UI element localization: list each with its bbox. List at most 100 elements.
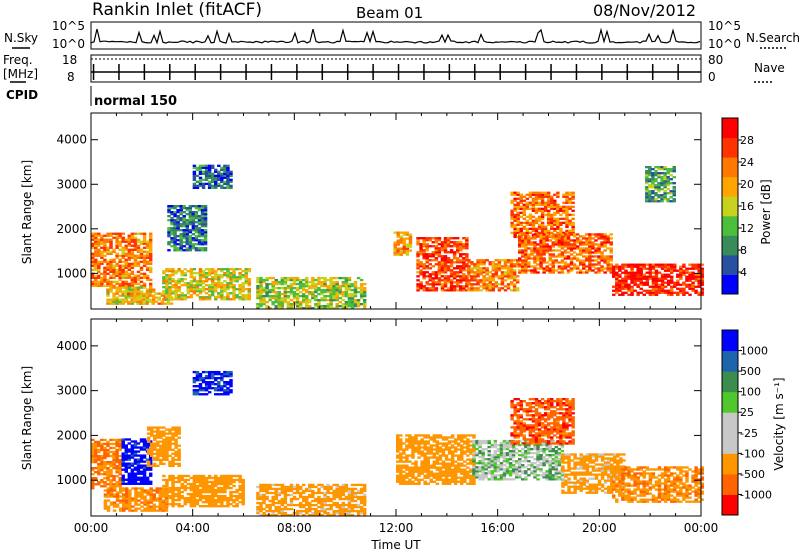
data-cell [452, 261, 457, 264]
data-cell [97, 248, 101, 251]
data-cell [106, 462, 110, 466]
data-cell [645, 166, 649, 169]
data-cell [459, 289, 463, 292]
data-cell [301, 300, 306, 304]
data-cell [115, 444, 119, 448]
data-cell [200, 219, 205, 222]
data-cell [162, 448, 166, 451]
data-cell [156, 430, 160, 433]
data-cell [115, 236, 119, 239]
data-cell [97, 466, 101, 470]
data-cell [142, 256, 147, 259]
data-cell [513, 215, 517, 218]
data-cell [91, 460, 95, 464]
data-cell [452, 289, 457, 292]
data-cell [210, 480, 215, 484]
data-cell [265, 300, 269, 304]
data-cell [283, 292, 288, 296]
data-cell [700, 273, 704, 276]
data-cell [139, 476, 144, 479]
data-cell [556, 225, 560, 228]
data-cell [238, 292, 242, 295]
data-cell [557, 241, 562, 244]
data-cell [142, 444, 147, 447]
data-cell [185, 227, 189, 230]
data-cell [513, 235, 517, 239]
data-cell [572, 265, 577, 268]
data-cell [220, 296, 224, 299]
data-cell [660, 277, 665, 280]
data-cell [136, 454, 141, 457]
data-cell [94, 278, 98, 282]
data-cell [198, 176, 203, 179]
data-cell [171, 482, 175, 486]
data-cell [109, 481, 113, 484]
data-cell [189, 501, 194, 504]
data-cell [204, 370, 209, 374]
data-cell [194, 243, 199, 246]
data-cell [118, 248, 122, 251]
data-cell [241, 488, 245, 492]
data-cell [428, 237, 432, 240]
data-cell [256, 278, 260, 282]
data-cell [115, 440, 119, 444]
data-cell [121, 254, 125, 257]
data-cell [568, 193, 572, 196]
data-cell [118, 268, 122, 271]
data-cell [443, 261, 448, 264]
data-cell [198, 272, 203, 275]
data-cell [94, 460, 98, 464]
data-cell [459, 265, 463, 268]
data-cell [139, 438, 144, 441]
data-cell [527, 253, 531, 256]
data-cell [543, 229, 548, 233]
data-cell [127, 480, 132, 483]
data-cell [669, 182, 673, 185]
data-cell [162, 432, 166, 435]
data-cell [148, 236, 153, 239]
data-cell [515, 275, 520, 278]
data-cell [223, 482, 227, 486]
data-cell [256, 495, 260, 499]
data-cell [550, 219, 554, 222]
data-cell [232, 268, 236, 271]
data-cell [588, 237, 592, 240]
data-cell [335, 282, 339, 286]
data-cell [118, 278, 122, 282]
data-cell [176, 243, 180, 246]
data-cell [214, 176, 218, 179]
data-cell [174, 476, 178, 480]
data-cell [568, 197, 572, 200]
data-cell [636, 277, 640, 280]
data-cell [103, 452, 107, 456]
data-cell [527, 243, 531, 246]
data-cell [459, 271, 463, 274]
data-cell [192, 494, 197, 498]
data-cell [694, 275, 698, 278]
data-cell [198, 490, 203, 494]
data-cell [473, 265, 477, 268]
data-cell [566, 255, 571, 258]
data-cell [229, 186, 233, 190]
data-cell [651, 263, 656, 266]
data-cell [106, 238, 110, 241]
data-cell [185, 243, 189, 246]
data-cell [244, 288, 248, 291]
data-cell [645, 281, 650, 284]
data-cell [663, 265, 668, 268]
data-cell [189, 268, 194, 271]
data-cell [195, 488, 200, 492]
data-cell [585, 249, 589, 252]
data-cell [134, 501, 138, 504]
data-cell [265, 503, 269, 507]
data-cell [488, 287, 492, 290]
data-cell [177, 452, 181, 455]
data-cell [437, 269, 442, 272]
data-cell [164, 507, 169, 510]
data-cell [127, 252, 132, 255]
data-cell [569, 243, 574, 246]
data-cell [148, 288, 153, 291]
data-cell [630, 269, 634, 272]
data-cell [326, 294, 330, 298]
data-cell [497, 259, 502, 262]
